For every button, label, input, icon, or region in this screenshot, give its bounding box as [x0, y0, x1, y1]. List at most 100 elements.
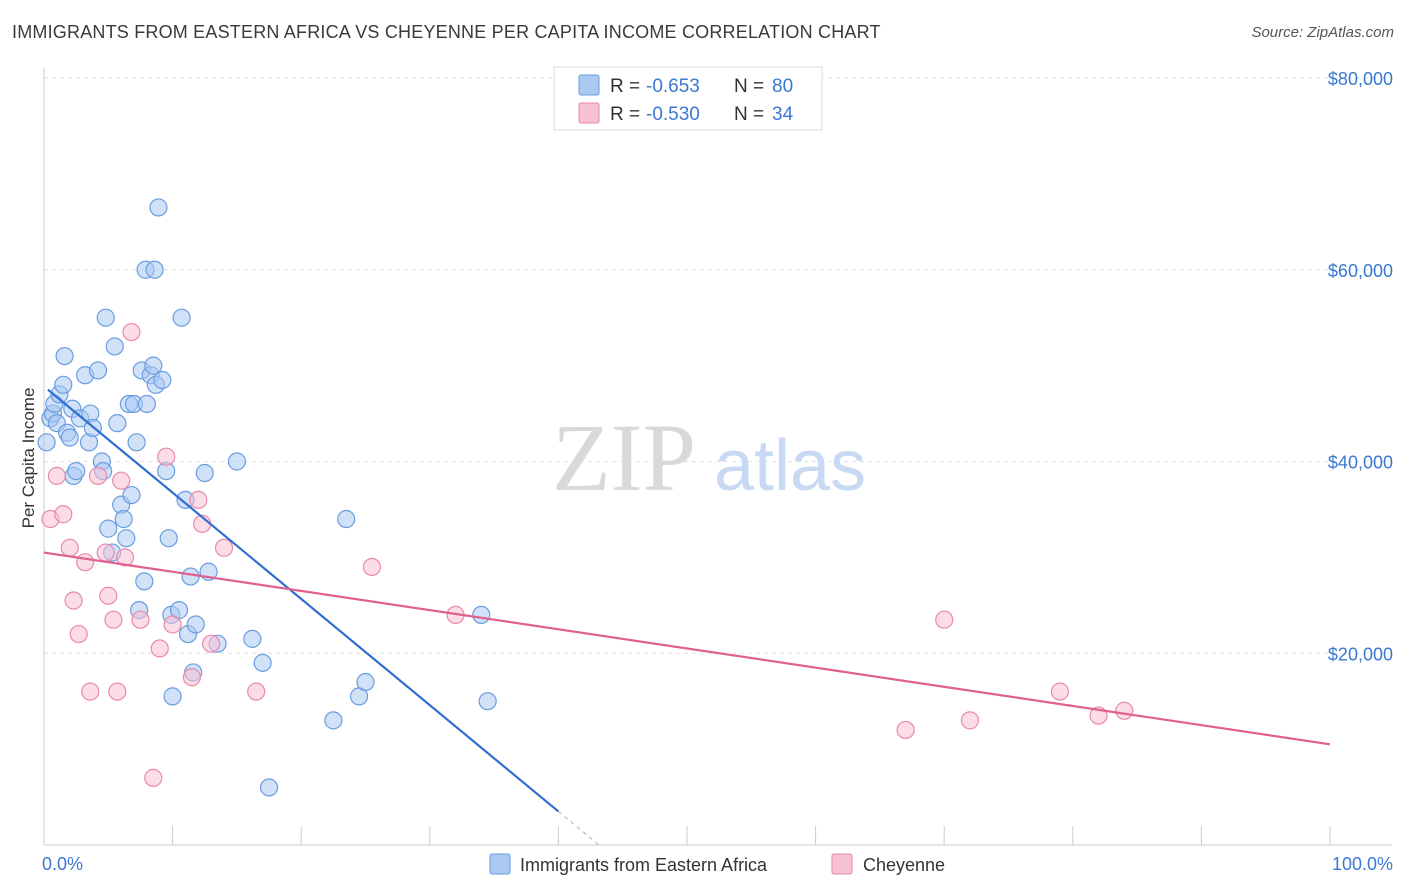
- series-legend: Immigrants from Eastern Africa Cheyenne: [489, 853, 945, 875]
- series-legend-label-cheyenne: Cheyenne: [863, 855, 945, 875]
- data-point: [150, 639, 169, 658]
- data-point: [137, 394, 156, 414]
- y-axis-title: Per Capita Income: [19, 388, 38, 529]
- chart-title: IMMIGRANTS FROM EASTERN AFRICA VS CHEYEN…: [12, 22, 881, 42]
- legend-n-label-2: N =: [734, 104, 764, 125]
- data-point: [896, 720, 915, 740]
- data-point: [64, 591, 83, 610]
- data-point: [96, 543, 115, 562]
- data-point: [60, 428, 79, 447]
- data-point: [247, 682, 266, 701]
- data-point: [189, 490, 208, 509]
- data-point: [1050, 682, 1070, 701]
- data-point: [149, 198, 168, 217]
- chart-source: Source: ZipAtlas.com: [1251, 24, 1394, 41]
- data-point: [163, 687, 182, 706]
- x-tick-label-min: 0.0%: [42, 854, 83, 874]
- data-point: [259, 778, 279, 797]
- data-point: [362, 557, 382, 577]
- y-tick-label: $60,000: [1328, 261, 1393, 281]
- data-point: [54, 505, 73, 524]
- data-point: [54, 375, 73, 394]
- data-point: [115, 548, 135, 567]
- legend-n-label-1: N =: [734, 76, 764, 97]
- data-point: [60, 538, 79, 557]
- data-point: [135, 572, 154, 591]
- watermark-zip: ZIP: [552, 404, 696, 511]
- series-legend-swatch-cheyenne: [831, 853, 853, 875]
- data-point: [105, 337, 124, 356]
- data-point: [104, 610, 123, 629]
- data-point: [478, 692, 497, 711]
- x-tick-labels: 0.0% 100.0%: [42, 854, 1393, 874]
- data-point: [117, 529, 136, 548]
- data-point: [153, 370, 172, 390]
- data-point: [181, 567, 200, 586]
- y-tick-label: $40,000: [1328, 453, 1393, 473]
- series-points-cheyenne: [41, 322, 1134, 787]
- data-point: [227, 452, 246, 471]
- data-point: [88, 466, 108, 485]
- data-point: [88, 361, 108, 380]
- data-point: [108, 682, 127, 701]
- data-point: [131, 610, 150, 629]
- data-point: [76, 553, 95, 572]
- data-point: [144, 356, 163, 375]
- legend-n-value-1: 80: [772, 76, 793, 97]
- data-point: [67, 461, 86, 481]
- series-legend-label-eastern-africa: Immigrants from Eastern Africa: [520, 855, 768, 875]
- data-point: [1115, 701, 1134, 720]
- data-point: [182, 668, 201, 687]
- legend-r-label-1: R =: [610, 76, 640, 97]
- watermark-atlas: atlas: [714, 426, 866, 506]
- data-point: [81, 682, 100, 701]
- data-point: [122, 485, 141, 505]
- data-point: [172, 308, 191, 327]
- data-point: [159, 529, 178, 548]
- data-point: [127, 433, 146, 452]
- data-point: [163, 615, 182, 634]
- series-legend-swatch-eastern-africa: [489, 853, 511, 875]
- data-point: [47, 466, 66, 485]
- legend-swatch-cheyenne: [578, 102, 600, 124]
- x-tick-label-max: 100.0%: [1332, 854, 1393, 874]
- axes: [43, 68, 1392, 846]
- data-point: [472, 605, 491, 625]
- data-point: [337, 509, 356, 529]
- gridlines: [44, 77, 1392, 654]
- legend-r-value-1: -0.653: [646, 76, 700, 97]
- stats-legend: R = -0.653 N = 80 R = -0.530 N = 34: [553, 66, 823, 131]
- data-point: [935, 610, 954, 629]
- watermark: ZIP atlas: [552, 404, 866, 511]
- data-point: [69, 624, 88, 644]
- y-tick-label: $20,000: [1328, 644, 1393, 664]
- data-point: [112, 471, 131, 490]
- y-tick-label: $80,000: [1328, 69, 1393, 89]
- data-point: [145, 260, 164, 279]
- legend-swatch-eastern-africa: [578, 74, 600, 96]
- data-point: [122, 322, 141, 342]
- legend-r-value-2: -0.530: [646, 104, 700, 125]
- data-point: [157, 447, 176, 466]
- data-point: [55, 346, 74, 366]
- data-point: [960, 711, 980, 730]
- data-point: [356, 672, 375, 692]
- trend-line-eastern-africa: [47, 388, 560, 813]
- legend-r-label-2: R =: [610, 104, 640, 125]
- data-point: [96, 308, 115, 327]
- data-point: [144, 768, 163, 787]
- trend-line-extension: [558, 810, 600, 846]
- series-points-eastern-africa: [37, 198, 497, 797]
- data-point: [114, 509, 133, 529]
- data-points: [37, 198, 1134, 797]
- trend-line-cheyenne: [43, 551, 1331, 746]
- data-point: [186, 615, 205, 634]
- data-point: [324, 711, 343, 730]
- trend-lines: [43, 388, 1331, 846]
- legend-n-value-2: 34: [772, 104, 794, 125]
- y-tick-labels: $20,000 $40,000 $60,000 $80,000: [1328, 69, 1393, 664]
- data-point: [214, 538, 234, 557]
- data-point: [195, 463, 214, 483]
- data-point: [37, 433, 56, 452]
